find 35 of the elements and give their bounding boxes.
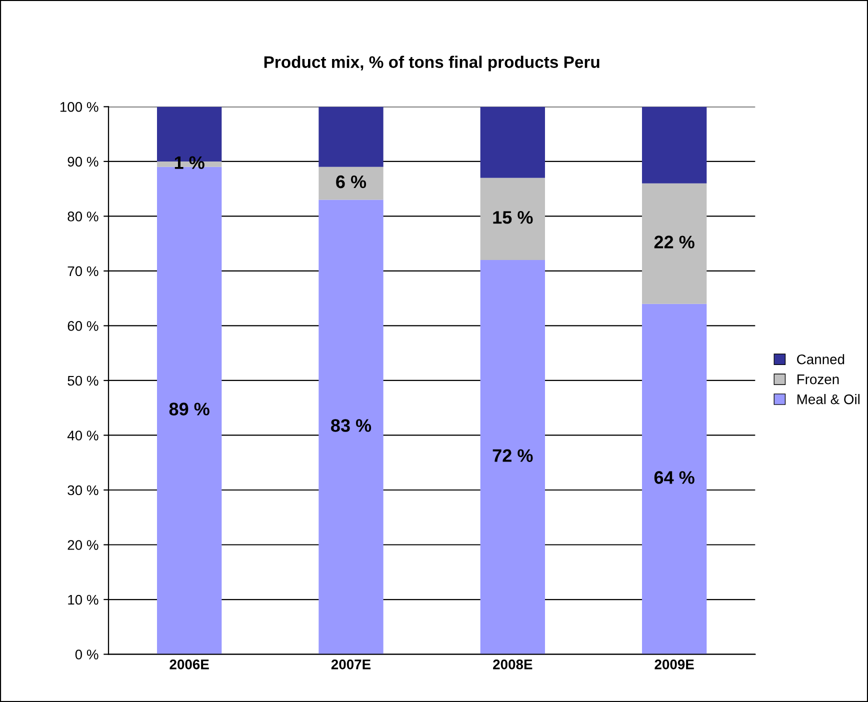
y-tick-label: 80 % (68, 212, 98, 222)
legend-label: Canned (797, 354, 844, 364)
x-tick-label: 2007E (331, 659, 371, 670)
bar (318, 166, 384, 200)
data-label: 22 % (654, 236, 694, 248)
y-tick-label: 60 % (68, 321, 98, 331)
chart-title: Product mix, % of tons final products Peru (264, 56, 600, 72)
data-label: 72 % (492, 449, 533, 462)
data-label: 89 % (169, 402, 210, 416)
y-tick-label: 20 % (68, 540, 98, 550)
bar (480, 106, 545, 178)
data-label: 6 % (336, 175, 366, 188)
bar (480, 178, 545, 260)
y-tick-label: 50 % (68, 376, 98, 386)
x-tick-label: 2006E (170, 659, 209, 670)
y-tick-label: 30 % (68, 485, 98, 496)
bar (480, 260, 545, 654)
y-tick-label: 10 % (68, 594, 98, 605)
x-tick-label: 2008E (493, 659, 532, 670)
legend-label: Frozen (797, 374, 839, 384)
y-tick-label: 90 % (68, 156, 98, 167)
bar (642, 183, 707, 304)
y-tick-label: 40 % (67, 430, 98, 440)
y-tick-label: 70 % (68, 266, 98, 276)
data-label: 15 % (493, 211, 533, 224)
legend-label: Meal & Oil (797, 394, 860, 404)
y-tick-label: 100 % (60, 102, 98, 112)
y-tick-label: 0 % (75, 650, 98, 660)
data-label: 64 % (654, 471, 694, 484)
x-tick-label: 2009E (654, 659, 694, 670)
bar (318, 106, 384, 167)
bar (642, 304, 707, 654)
data-label: 83 % (330, 419, 372, 432)
bar (642, 106, 707, 184)
bar (318, 200, 384, 654)
